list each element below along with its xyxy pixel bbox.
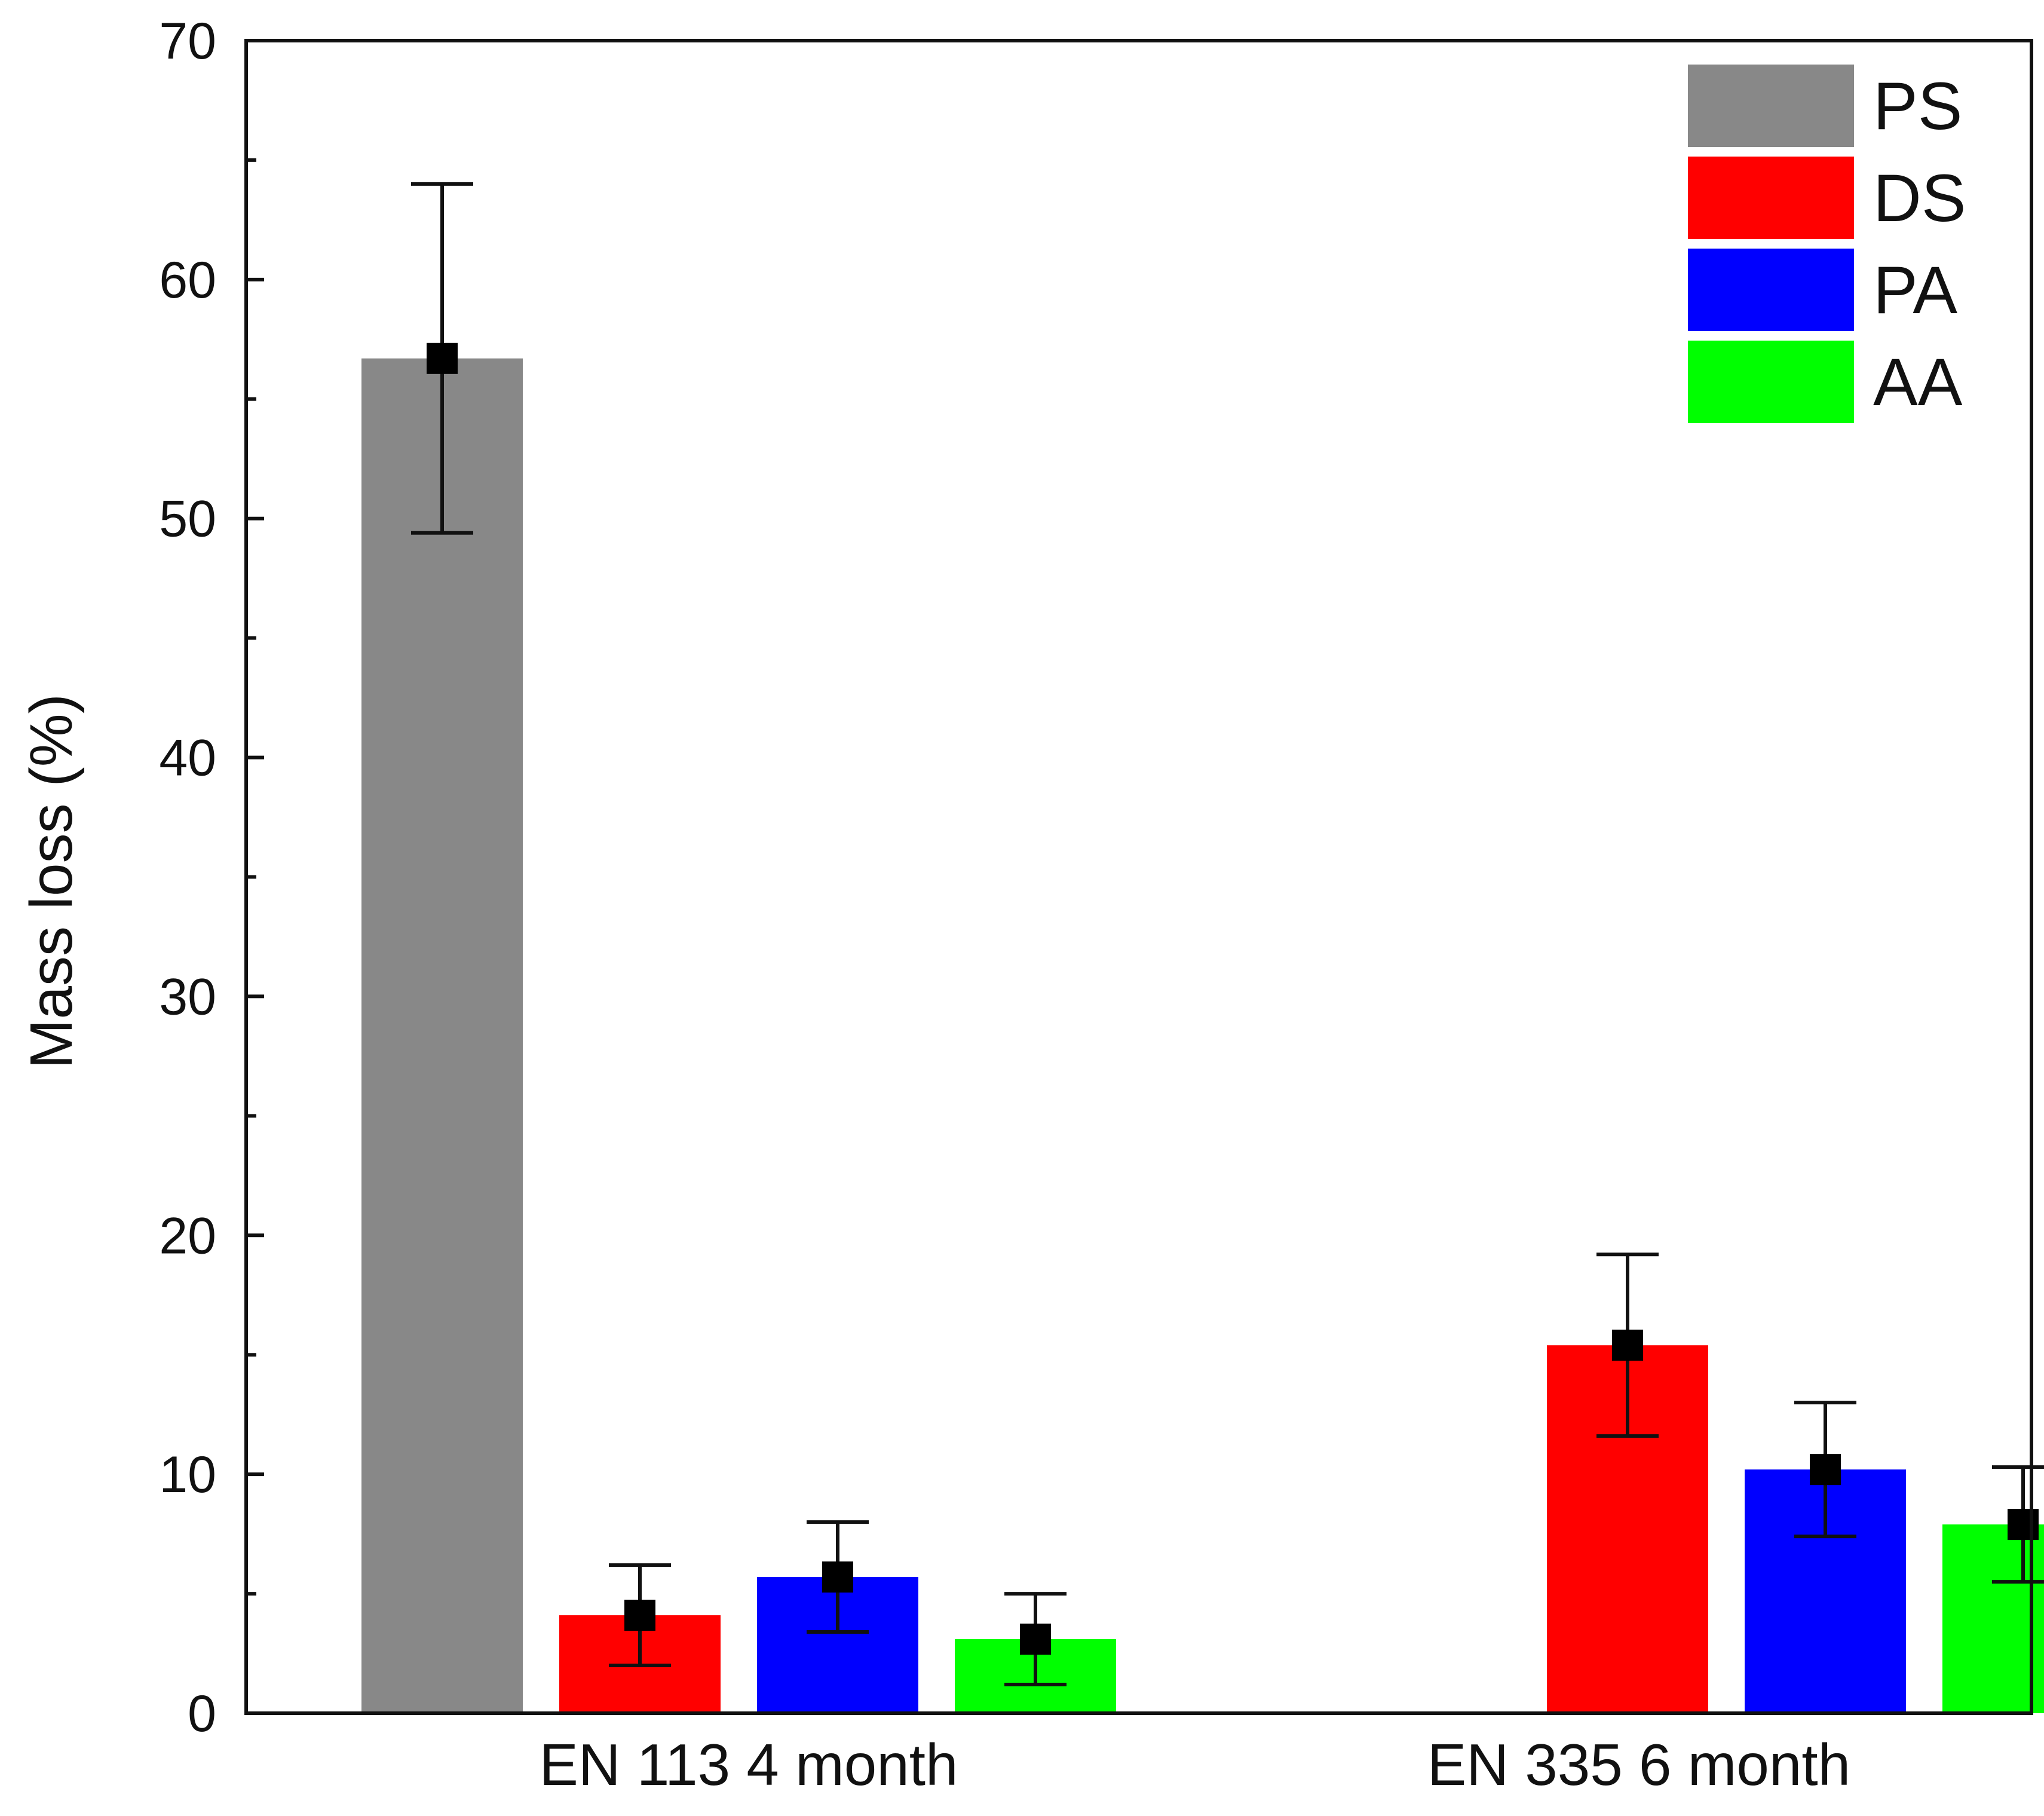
mean-marker	[1612, 1330, 1643, 1361]
legend-label-ps[interactable]: PS	[1873, 69, 1962, 143]
bars-layer	[361, 358, 2044, 1713]
category-label: EN 335 6 month	[1427, 1732, 1850, 1797]
legend-label-pa[interactable]: PA	[1873, 253, 1957, 327]
y-tick-label: 10	[159, 1446, 216, 1503]
mean-marker	[1810, 1454, 1841, 1486]
category-label: EN 113 4 month	[540, 1732, 958, 1797]
y-axis-tick-labels: 0 10 20 30 40 50 60 70	[159, 13, 216, 1742]
mean-marker	[822, 1561, 853, 1593]
bar-aa-2	[1942, 1524, 2044, 1713]
mean-marker	[624, 1600, 655, 1631]
mean-marker	[427, 342, 458, 374]
legend-swatch-ds	[1688, 157, 1854, 239]
y-tick-label: 60	[159, 252, 216, 309]
y-tick-label: 40	[159, 730, 216, 787]
bar-ps-1	[361, 358, 523, 1713]
legend-swatch-ps	[1688, 65, 1854, 147]
legend[interactable]: PS DS PA AA	[1688, 65, 1966, 423]
legend-swatch-pa	[1688, 249, 1854, 331]
y-tick-label: 0	[188, 1685, 216, 1742]
mean-marker	[1020, 1624, 1051, 1655]
y-axis-title: Mass loss (%)	[18, 694, 85, 1069]
legend-swatch-aa	[1688, 341, 1854, 423]
y-tick-label: 50	[159, 491, 216, 548]
y-tick-label: 20	[159, 1207, 216, 1264]
mean-marker	[2008, 1509, 2039, 1541]
y-axis-ticks	[246, 39, 264, 1715]
legend-label-aa[interactable]: AA	[1873, 345, 1963, 419]
y-tick-label: 70	[159, 13, 216, 70]
legend-label-ds[interactable]: DS	[1873, 161, 1966, 235]
error-bars-layer	[411, 182, 2044, 1687]
y-tick-label: 30	[159, 968, 216, 1025]
x-axis-category-labels: EN 113 4 month EN 335 6 month	[540, 1732, 1851, 1797]
